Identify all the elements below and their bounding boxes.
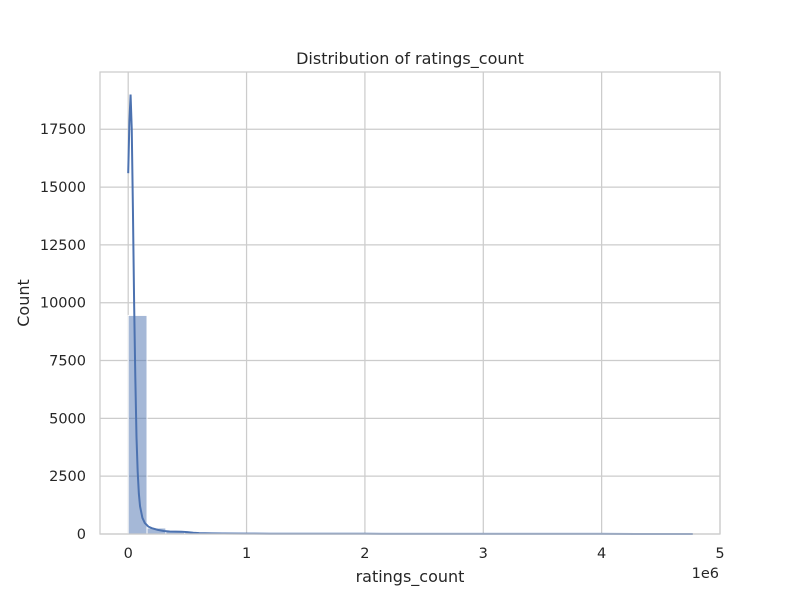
y-axis-label: Count [14, 279, 33, 327]
y-tick-label: 12500 [40, 238, 86, 254]
x-tick-labels: 0 1 2 3 4 5 [124, 546, 725, 562]
x-axis-offset-text: 1e6 [692, 566, 719, 582]
y-tick-label: 7500 [49, 354, 86, 370]
y-tick-label: 10000 [40, 296, 86, 312]
y-tick-labels: 0 2500 5000 7500 10000 12500 15000 17500 [40, 122, 86, 543]
x-tick-label: 3 [479, 546, 488, 562]
histogram-bar [127, 314, 148, 535]
x-tick-label: 4 [597, 546, 606, 562]
y-tick-label: 15000 [40, 180, 86, 196]
x-tick-label: 1 [242, 546, 251, 562]
histogram-bars [127, 314, 694, 535]
kde-curve [127, 94, 693, 535]
y-tick-label: 17500 [40, 122, 86, 138]
gridlines [100, 72, 721, 535]
x-tick-label: 0 [124, 546, 133, 562]
y-tick-label: 0 [77, 527, 86, 543]
y-tick-label: 2500 [49, 469, 86, 485]
x-tick-label: 5 [715, 546, 724, 562]
x-tick-label: 2 [360, 546, 369, 562]
y-tick-label: 5000 [49, 411, 86, 427]
x-axis-label: ratings_count [356, 567, 465, 587]
chart-title: Distribution of ratings_count [296, 49, 524, 69]
plot-frame [99, 71, 721, 535]
